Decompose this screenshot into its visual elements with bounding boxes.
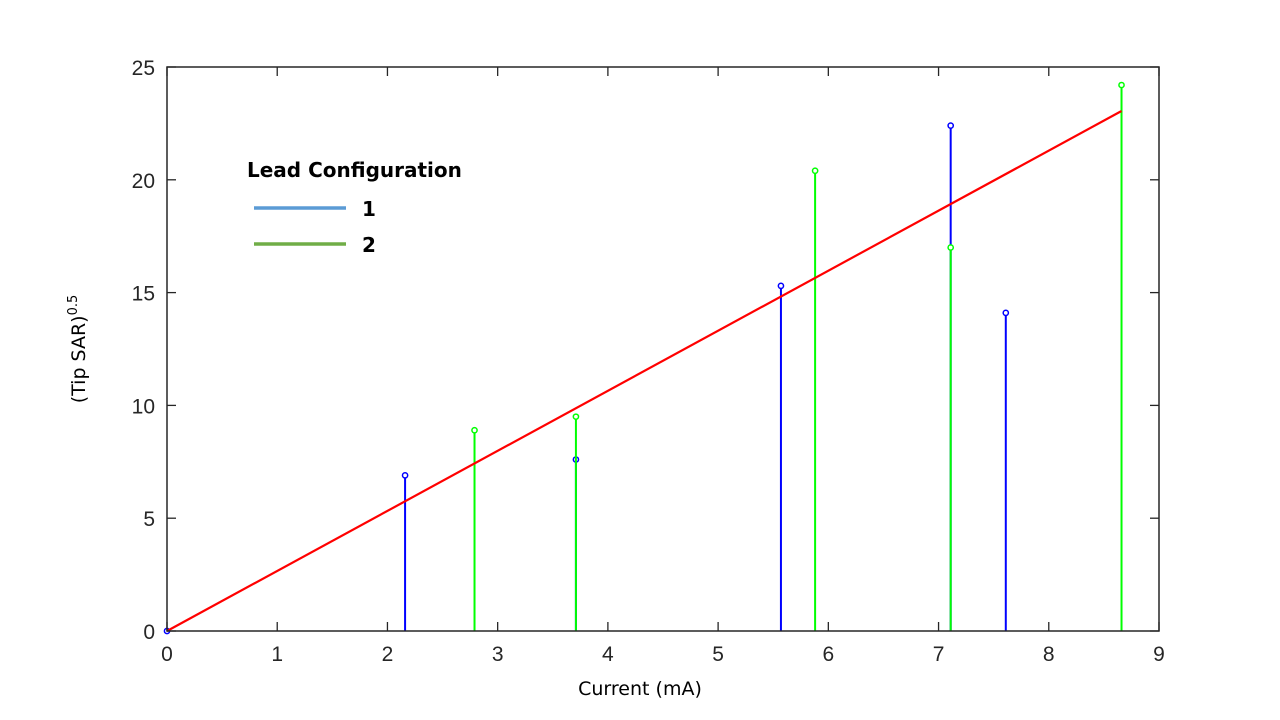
stem-marker-series-1	[777, 282, 785, 290]
x-tick-label: 6	[822, 643, 834, 666]
fit-line	[166, 110, 1123, 632]
y-tick-label: 5	[143, 508, 155, 531]
stem-marker-series-1	[1002, 309, 1010, 317]
stem-marker-series-1	[947, 122, 955, 130]
legend-label-1: 1	[362, 197, 376, 221]
x-tick-label: 9	[1153, 643, 1165, 666]
x-tick-label: 3	[492, 643, 504, 666]
legend: Lead Configuration 1 2	[247, 158, 462, 257]
stem-marker-series-2	[471, 426, 478, 434]
stem-marker-series-2	[947, 244, 955, 251]
y-axis-label-main: (Tip SAR)	[68, 315, 90, 403]
y-axis-label: (Tip SAR)0.5	[66, 295, 90, 404]
legend-title: Lead Configuration	[247, 158, 462, 182]
stem-marker-series-2	[572, 413, 580, 421]
axis-ticks: 0 1 2 3 4 5 6 7 8 9 0 5 10 15 20 25	[132, 57, 1165, 666]
stem-marker-series-1	[401, 471, 409, 479]
chart-marks	[163, 81, 1125, 635]
y-tick-label: 25	[132, 57, 155, 80]
x-tick-label: 4	[602, 643, 614, 666]
legend-label-2: 2	[362, 233, 376, 257]
x-tick-label: 2	[382, 643, 394, 666]
y-tick-label: 0	[143, 621, 155, 644]
x-axis-label: Current (mA)	[578, 678, 702, 700]
x-tick-label: 0	[161, 643, 173, 666]
x-tick-label: 8	[1043, 643, 1055, 666]
y-tick-label: 10	[132, 395, 155, 418]
stem-marker-series-2	[811, 167, 819, 175]
y-tick-label: 20	[132, 170, 155, 193]
stem-marker-series-2	[1118, 81, 1125, 89]
x-tick-label: 1	[271, 643, 283, 666]
x-tick-label: 7	[933, 643, 945, 666]
y-tick-label: 15	[132, 283, 155, 306]
y-axis-label-superscript: 0.5	[66, 295, 81, 316]
x-tick-label: 5	[712, 643, 724, 666]
plot-frame	[166, 66, 1160, 632]
